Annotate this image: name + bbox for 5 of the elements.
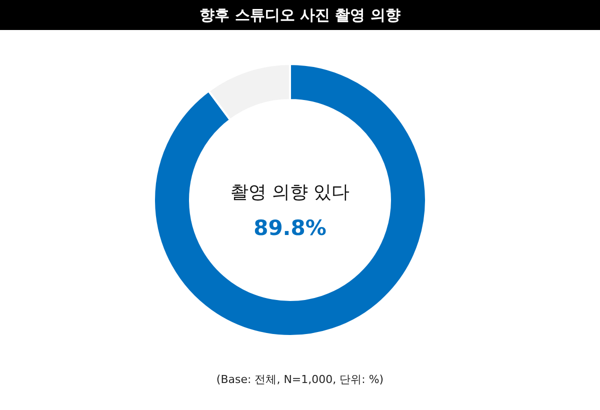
chart-title: 향후 스튜디오 사진 촬영 의향	[0, 0, 600, 30]
data-label: 89.8%	[254, 216, 326, 240]
donut-slice	[153, 63, 427, 337]
slice-label: 촬영 의향 있다	[230, 182, 350, 203]
text: (Base: 전체, N=1,000, 단위: %)	[215, 372, 385, 387]
